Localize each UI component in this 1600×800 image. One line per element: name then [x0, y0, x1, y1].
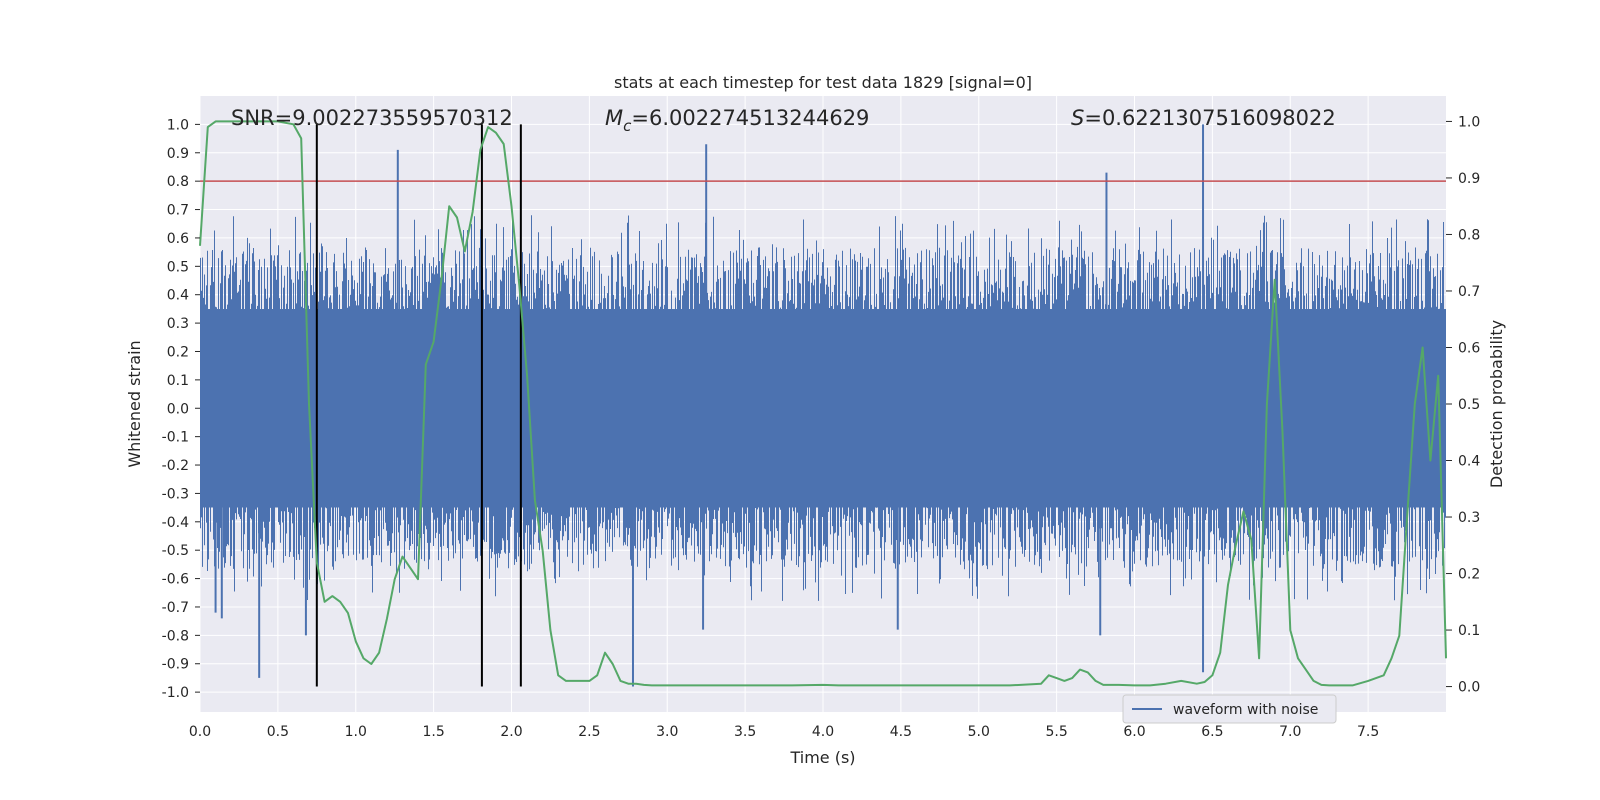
x-tick-label: 7.5: [1357, 724, 1379, 740]
right-tick-label: 0.2: [1458, 567, 1480, 583]
x-tick-label: 0.5: [267, 724, 289, 740]
x-tick-label: 7.0: [1279, 724, 1301, 740]
right-tick-label: 0.9: [1458, 171, 1480, 187]
left-tick-label: -0.2: [162, 458, 189, 474]
left-tick-label: 0.1: [167, 373, 189, 389]
x-tick-label: 4.0: [812, 724, 834, 740]
right-tick-label: 0.4: [1458, 454, 1480, 470]
left-tick-label: 0.3: [167, 316, 189, 332]
left-tick-label: 0.8: [167, 174, 189, 190]
x-tick-label: 2.0: [500, 724, 522, 740]
chirp-mass-value: =6.002274513244629: [631, 106, 869, 130]
x-axis-title: Time (s): [789, 748, 855, 767]
left-tick-label: -0.8: [162, 628, 189, 644]
x-tick-label: 3.0: [656, 724, 678, 740]
overlay-lines: [200, 124, 1446, 687]
left-tick-label: -0.4: [162, 515, 189, 531]
s-symbol: S: [1071, 106, 1084, 130]
x-tick-label: 0.0: [189, 724, 211, 740]
left-tick-label: 0.0: [167, 401, 189, 417]
left-tick-label: -0.1: [162, 430, 189, 446]
x-tick-label: 6.5: [1201, 724, 1223, 740]
left-axis-title: Whitened strain: [125, 340, 144, 467]
right-axis-title: Detection probability: [1487, 320, 1506, 488]
left-tick-label: -0.3: [162, 486, 189, 502]
right-tick-label: 0.8: [1458, 227, 1480, 243]
left-tick-label: 0.5: [167, 259, 189, 275]
chirp-mass-annotation: Mc=6.002274513244629: [605, 106, 869, 135]
right-tick-label: 0.3: [1458, 510, 1480, 526]
chirp-mass-symbol: M: [605, 106, 623, 130]
x-tick-label: 4.5: [890, 724, 912, 740]
chirp-mass-subscript: c: [623, 117, 632, 135]
x-tick-label: 1.0: [345, 724, 367, 740]
x-tick-label: 3.5: [734, 724, 756, 740]
s-annotation: S=0.6221307516098022: [1071, 106, 1336, 130]
x-tick-label: 5.0: [968, 724, 990, 740]
x-tick-label: 6.0: [1123, 724, 1145, 740]
right-tick-label: 0.6: [1458, 340, 1480, 356]
x-tick-label: 2.5: [578, 724, 600, 740]
right-tick-label: 0.7: [1458, 284, 1480, 300]
legend-box: [1122, 694, 1337, 724]
chart-title: stats at each timestep for test data 182…: [614, 73, 1032, 92]
x-tick-label: 5.5: [1045, 724, 1067, 740]
right-axis-ticks: 1.0 0.9 0.8 0.7 0.6 0.5 0.4 0.3 0.2 0.1 0.0: [1446, 114, 1480, 696]
left-tick-label: 0.9: [167, 146, 189, 162]
waveform-series: [200, 124, 1446, 687]
x-tick-label: 1.5: [422, 724, 444, 740]
left-tick-label: -1.0: [162, 685, 189, 701]
left-tick-label: 0.6: [167, 231, 189, 247]
left-tick-label: 1.0: [167, 117, 189, 133]
right-tick-label: 1.0: [1458, 114, 1480, 130]
s-value: =0.6221307516098022: [1084, 106, 1335, 130]
x-axis-ticks: 0.0 0.5 1.0 1.5 2.0 2.5 3.0 3.5 4.0 4.5 5.0 5.5 6.0 6…: [189, 724, 1379, 740]
left-tick-label: -0.5: [162, 543, 189, 559]
left-tick-label: 0.2: [167, 344, 189, 360]
right-tick-label: 0.0: [1458, 680, 1480, 696]
left-axis-ticks: 1.0 0.9 0.8 0.7 0.6 0.5 0.4 0.3 0.2 0.1 0.0 -0.1 -0.…: [162, 117, 200, 701]
right-tick-label: 0.5: [1458, 397, 1480, 413]
left-tick-label: -0.7: [162, 600, 189, 616]
probability-line: [199, 120, 1447, 687]
left-tick-label: 0.4: [167, 288, 189, 304]
left-tick-label: -0.9: [162, 657, 189, 673]
snr-annotation: SNR=9.002273559570312: [231, 106, 513, 130]
waveform-envelope: [200, 215, 1446, 601]
left-tick-label: 0.7: [167, 203, 189, 219]
legend-label: waveform with noise: [1173, 702, 1318, 718]
left-tick-label: -0.6: [162, 572, 189, 588]
probability-series: [199, 120, 1447, 687]
right-tick-label: 0.1: [1458, 623, 1480, 639]
legend: waveform with noise: [1122, 694, 1337, 724]
